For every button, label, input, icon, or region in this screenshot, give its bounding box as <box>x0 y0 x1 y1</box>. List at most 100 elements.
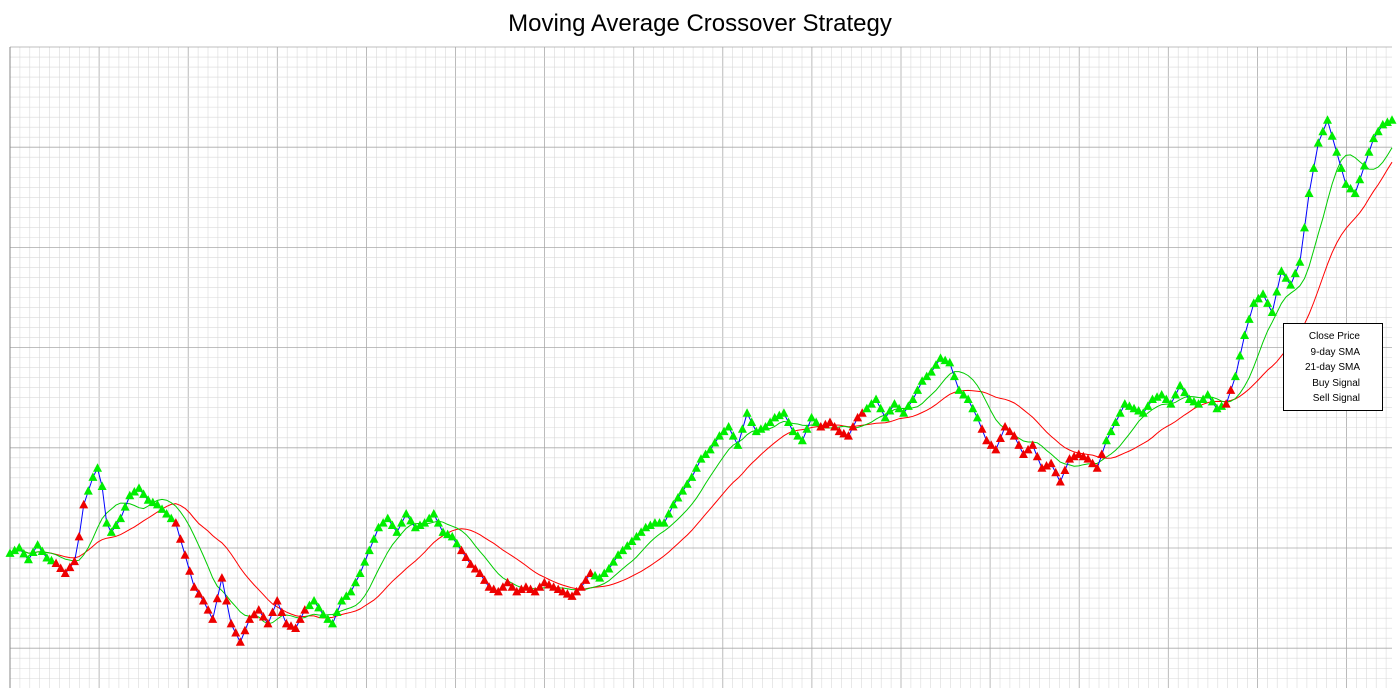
buy-signal-marker <box>1369 133 1379 143</box>
buy-signal-marker <box>1157 389 1167 399</box>
buy-signal-marker <box>770 412 780 422</box>
sell-signal-marker <box>231 628 241 637</box>
sell-signal-marker <box>60 568 70 578</box>
buy-signal-marker <box>604 563 614 573</box>
buy-signal-marker <box>438 527 448 536</box>
buy-signal-marker <box>622 541 632 550</box>
buy-signal-marker <box>314 602 324 612</box>
buy-signal-marker <box>1309 163 1319 172</box>
buy-signal-marker <box>397 518 407 527</box>
buy-signal-marker <box>1313 138 1323 147</box>
buy-signal-marker <box>1272 286 1282 296</box>
buy-signal-marker <box>46 555 56 565</box>
sell-signal-marker <box>553 584 563 594</box>
sell-signal-marker <box>521 582 531 591</box>
sell-signal-marker <box>977 424 987 433</box>
sell-signal-marker <box>816 422 826 431</box>
buy-signal-marker <box>1350 188 1360 198</box>
buy-signal-marker <box>719 426 729 436</box>
buy-signal-marker <box>447 531 457 541</box>
sell-signal-marker <box>258 612 268 621</box>
sell-signal-marker <box>558 586 568 596</box>
buy-signal-marker <box>1364 147 1374 156</box>
buy-signal-marker <box>139 489 149 498</box>
sell-signal-marker <box>245 614 255 623</box>
buy-signal-marker <box>1276 266 1286 275</box>
buy-signal-marker <box>406 515 416 525</box>
buy-signal-marker <box>747 417 757 426</box>
sell-signal-marker <box>456 545 466 555</box>
sell-signal-marker <box>171 518 181 527</box>
sell-signal-marker <box>1014 440 1024 449</box>
buy-signal-marker <box>33 540 43 549</box>
buy-signal-marker <box>1180 387 1190 397</box>
buy-signal-marker <box>111 520 121 529</box>
grid <box>9 46 1392 688</box>
sell-signal-marker <box>1032 451 1042 461</box>
buy-signal-marker <box>774 410 784 420</box>
buy-signal-marker <box>1230 371 1240 381</box>
buy-signal-marker <box>337 596 347 605</box>
buy-signal-marker <box>392 527 402 536</box>
sell-signal-marker <box>986 440 996 449</box>
sell-signal-marker <box>820 419 830 429</box>
buy-signal-marker <box>1382 117 1392 127</box>
buy-signal-marker <box>106 527 116 536</box>
sell-signal-marker <box>51 558 61 567</box>
buy-signal-marker <box>922 371 932 381</box>
sell-signal-marker <box>212 593 222 603</box>
buy-signal-marker <box>1323 115 1333 124</box>
sell-signal-marker <box>991 444 1001 454</box>
buy-signal-marker <box>1267 307 1277 317</box>
sell-signal-marker <box>268 607 278 616</box>
buy-signal-marker <box>1129 403 1139 413</box>
buy-signal-marker <box>134 483 144 492</box>
sell-signal-marker <box>585 568 595 578</box>
sell-signal-marker <box>535 582 545 591</box>
sell-signal-marker <box>503 577 513 587</box>
buy-signal-marker <box>102 518 112 527</box>
buy-signal-marker <box>807 412 817 422</box>
sell-signal-marker <box>516 584 526 594</box>
buy-signal-marker <box>355 568 365 578</box>
sell-signal-marker <box>185 566 195 575</box>
sell-signal-marker <box>461 552 471 562</box>
buy-signal-marker <box>1106 426 1116 436</box>
buy-signal-marker <box>793 431 803 440</box>
sma21-line <box>9 161 1393 619</box>
sell-signal-marker <box>530 586 540 596</box>
buy-signal-marker <box>1290 268 1300 278</box>
buy-signal-marker <box>1124 401 1134 410</box>
sell-signal-marker <box>1009 431 1019 440</box>
buy-signal-marker <box>125 490 135 500</box>
sell-signal-marker <box>263 618 273 628</box>
buy-signal-marker <box>1143 401 1153 410</box>
buy-signal-marker <box>1295 257 1305 266</box>
buy-signal-marker <box>917 376 927 385</box>
buy-signal-marker <box>1207 396 1217 406</box>
sell-signal-marker <box>1060 465 1070 475</box>
buy-signal-marker <box>1318 126 1328 136</box>
legend: Close Price 9-day SMA 21-day SMA Buy Sig… <box>1283 323 1383 411</box>
buy-signal-marker <box>157 504 167 513</box>
sell-signal-marker <box>581 575 591 584</box>
buy-signal-marker <box>433 518 443 527</box>
buy-signal-marker <box>1286 280 1296 289</box>
sell-signal-marker <box>217 573 227 582</box>
sell-signal-marker <box>539 577 549 587</box>
chart-title: Moving Average Crossover Strategy <box>508 10 892 37</box>
buy-signal-marker <box>714 431 724 440</box>
sell-signal-marker <box>567 591 577 600</box>
buy-signal-marker <box>885 405 895 415</box>
buy-signal-marker <box>696 454 706 463</box>
sell-signal-marker <box>489 584 499 594</box>
sell-signal-marker <box>1088 458 1098 468</box>
buy-signal-marker <box>968 403 978 413</box>
buy-signal-marker <box>724 422 734 431</box>
sma9-series <box>9 147 1393 625</box>
sell-signal-marker <box>1051 467 1061 477</box>
sell-signal-marker <box>853 412 863 422</box>
sell-signal-marker <box>470 563 480 573</box>
sell-signal-marker <box>79 499 89 509</box>
buy-signal-marker <box>1166 399 1176 408</box>
